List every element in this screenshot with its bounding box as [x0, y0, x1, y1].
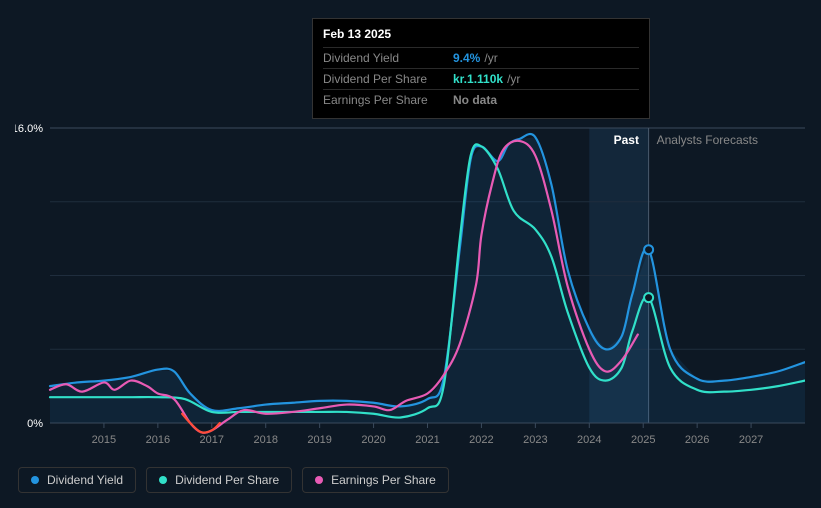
legend-dot-icon: [315, 476, 323, 484]
legend-label: Dividend Per Share: [175, 473, 279, 487]
legend: Dividend Yield Dividend Per Share Earnin…: [18, 467, 449, 493]
svg-text:2021: 2021: [415, 434, 439, 446]
legend-item-dividend-per-share[interactable]: Dividend Per Share: [146, 467, 292, 493]
tooltip-suffix: /yr: [484, 51, 497, 65]
tooltip-row: Dividend Per Share kr.1.110k /yr: [323, 68, 639, 89]
past-label: Past: [614, 133, 639, 147]
tooltip-label: Dividend Yield: [323, 51, 453, 65]
svg-text:2023: 2023: [523, 434, 547, 446]
svg-text:2026: 2026: [685, 434, 709, 446]
tooltip-value: kr.1.110k: [453, 72, 503, 86]
svg-text:2025: 2025: [631, 434, 655, 446]
tooltip-label: Dividend Per Share: [323, 72, 453, 86]
tooltip-row: Earnings Per Share No data: [323, 89, 639, 110]
chart-svg: 2015 2016 2017 2018 2019 2020 2021 2022 2023 2024…: [15, 108, 805, 448]
svg-text:2016: 2016: [146, 434, 170, 446]
forecast-label: Analysts Forecasts: [657, 133, 758, 147]
legend-dot-icon: [31, 476, 39, 484]
legend-item-earnings-per-share[interactable]: Earnings Per Share: [302, 467, 449, 493]
svg-text:2020: 2020: [361, 434, 385, 446]
svg-text:0%: 0%: [27, 418, 43, 430]
svg-text:2017: 2017: [200, 434, 224, 446]
svg-text:2018: 2018: [253, 434, 277, 446]
svg-text:2019: 2019: [307, 434, 331, 446]
tooltip-row: Dividend Yield 9.4% /yr: [323, 47, 639, 68]
chart-tooltip: Feb 13 2025 Dividend Yield 9.4% /yr Divi…: [312, 18, 650, 119]
tooltip-value: 9.4%: [453, 51, 480, 65]
svg-text:2015: 2015: [92, 434, 116, 446]
svg-text:2027: 2027: [739, 434, 763, 446]
legend-dot-icon: [159, 476, 167, 484]
tooltip-value: No data: [453, 93, 497, 107]
tooltip-label: Earnings Per Share: [323, 93, 453, 107]
dividend-chart[interactable]: 2015 2016 2017 2018 2019 2020 2021 2022 2023 2024…: [15, 108, 805, 448]
svg-text:2024: 2024: [577, 434, 601, 446]
legend-label: Earnings Per Share: [331, 473, 436, 487]
tooltip-date: Feb 13 2025: [323, 27, 639, 41]
svg-text:16.0%: 16.0%: [15, 123, 43, 135]
svg-text:2022: 2022: [469, 434, 493, 446]
legend-item-dividend-yield[interactable]: Dividend Yield: [18, 467, 136, 493]
legend-label: Dividend Yield: [47, 473, 123, 487]
tooltip-suffix: /yr: [507, 72, 520, 86]
